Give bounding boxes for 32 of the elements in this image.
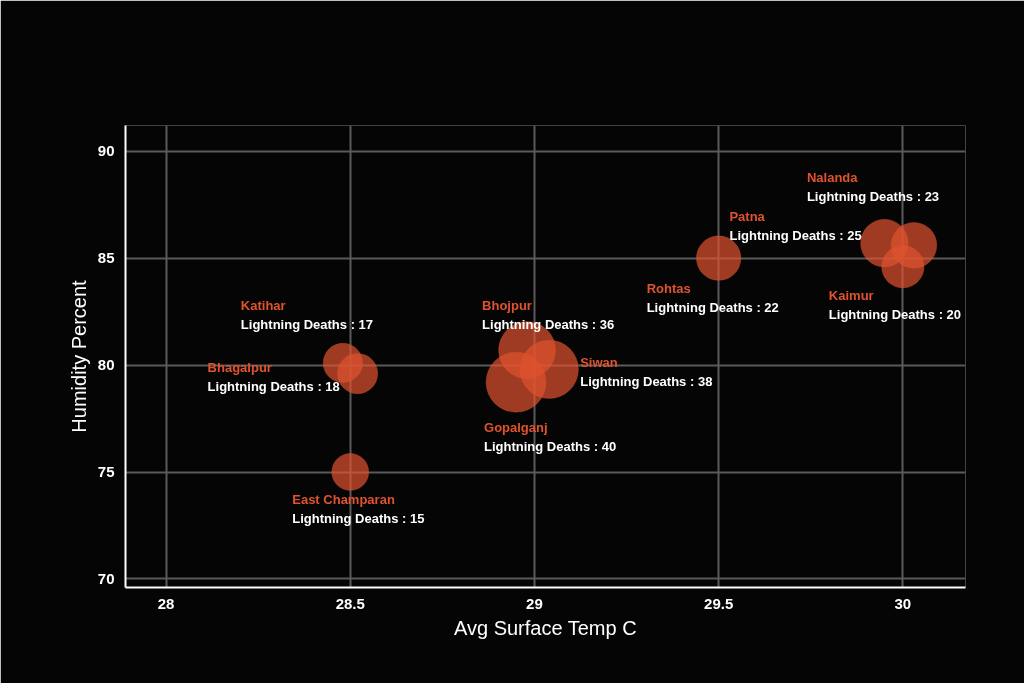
annotation: Lightning Deaths : 38 <box>580 373 713 389</box>
annotation: Katihar <box>240 298 286 314</box>
annotation: Lightning Deaths : 15 <box>292 510 425 526</box>
annotation: Gopalganj <box>484 419 548 435</box>
annotation: Lightning Deaths : 36 <box>482 316 615 332</box>
annotation: Kaimur <box>828 288 874 304</box>
y-tick-label: 70 <box>97 569 115 587</box>
y-tick-label: 85 <box>97 249 115 267</box>
annotation: East Champaran <box>292 491 395 507</box>
y-tick-label: 75 <box>97 463 115 480</box>
annotation: Lightning Deaths : 17 <box>240 317 374 333</box>
annotation: Siwan <box>580 354 618 370</box>
y-tick-label: 80 <box>97 356 115 374</box>
x-tick-label: 30 <box>894 594 912 612</box>
annotation: Lightning Deaths : 20 <box>828 307 962 323</box>
annotation: Lightning Deaths : 40 <box>484 438 617 454</box>
y-tick-label: 90 <box>97 142 115 160</box>
annotation: Lightning Deaths : 18 <box>207 379 340 395</box>
y-axis-title: Humidity Percent <box>67 279 90 433</box>
annotation: Nalanda <box>806 169 859 185</box>
annotation: Bhojpur <box>482 297 532 313</box>
annotation: Rohtas <box>646 280 691 296</box>
annotation: Bhagalpur <box>207 360 272 376</box>
annotation: Lightning Deaths : 22 <box>646 299 779 315</box>
x-tick-label: 28 <box>157 594 175 612</box>
annotation: Patna <box>729 208 766 224</box>
annotation: Lightning Deaths : 25 <box>729 227 862 243</box>
x-tick-label: 29.5 <box>704 594 734 612</box>
x-axis-title: Avg Surface Temp C <box>453 616 637 639</box>
x-tick-label: 28.5 <box>335 594 365 612</box>
annotation: Lightning Deaths : 23 <box>806 188 940 204</box>
x-tick-label: 29 <box>526 594 543 612</box>
